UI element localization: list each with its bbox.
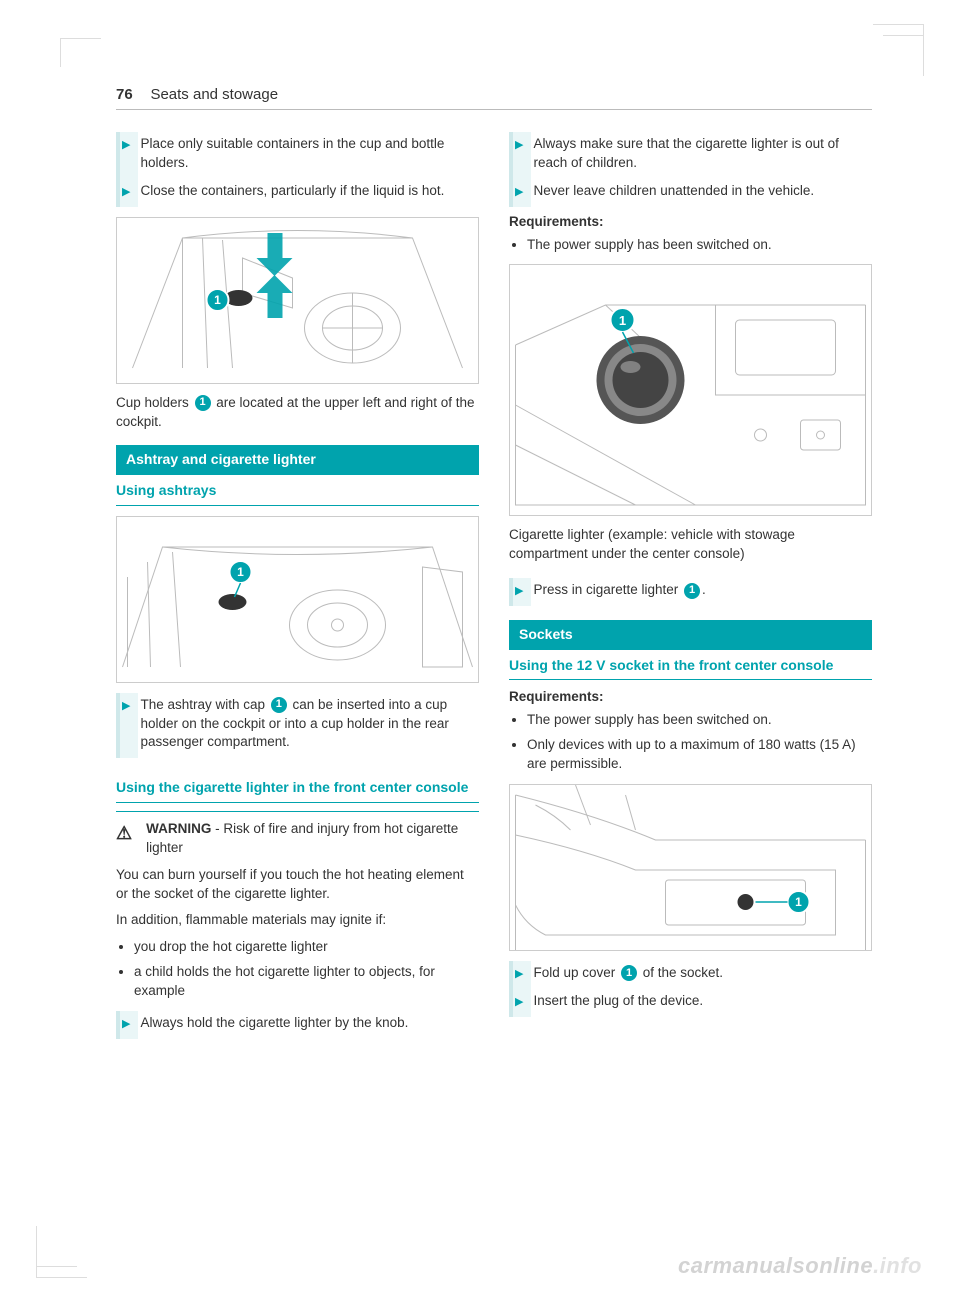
svg-text:1: 1 <box>795 895 802 909</box>
text: The ashtray with cap <box>140 697 268 712</box>
action-list: ▶ Fold up cover 1 of the socket. ▶ Inser… <box>509 961 872 1017</box>
action-text: The ashtray with cap 1 can be inserted i… <box>140 696 479 753</box>
figure-ashtray: 1 <box>116 516 479 683</box>
action-item: ▶ Place only suitable containers in the … <box>120 132 479 179</box>
section-sockets: Sockets <box>509 620 872 650</box>
action-item: ▶ Close the containers, particularly if … <box>120 179 479 207</box>
warning-bullets: you drop the hot cigarette lighter a chi… <box>116 938 479 1001</box>
corner-tr <box>873 24 924 75</box>
subsection-12v-socket: Using the 12 V socket in the front cente… <box>509 650 872 681</box>
bullet: The power supply has been switched on. <box>527 711 872 730</box>
figure-cigarette-lighter: 1 <box>509 264 872 516</box>
figure-cupholder: 1 <box>116 217 479 384</box>
watermark: carmanualsonline.info <box>678 1251 922 1282</box>
action-icon: ▶ <box>515 967 523 983</box>
warning-icon: ⚠ <box>116 821 132 858</box>
figure-socket: 1 <box>509 784 872 951</box>
page-number: 76 <box>116 86 133 103</box>
svg-text:1: 1 <box>237 565 244 579</box>
left-column: ▶ Place only suitable containers in the … <box>116 132 479 1232</box>
action-item: ▶ Insert the plug of the device. <box>513 989 872 1017</box>
requirements-label: Requirements: <box>509 213 872 232</box>
section-title: Seats and stowage <box>150 86 278 103</box>
action-text: Insert the plug of the device. <box>533 992 703 1011</box>
action-text: Place only suitable containers in the cu… <box>140 135 479 173</box>
action-list: ▶ The ashtray with cap 1 can be inserted… <box>116 693 479 759</box>
requirements-list: The power supply has been switched on. O… <box>509 711 872 774</box>
action-icon: ▶ <box>515 138 523 173</box>
action-text: Always make sure that the cigarette ligh… <box>533 135 872 173</box>
svg-text:1: 1 <box>214 293 221 307</box>
callout-1-icon: 1 <box>195 395 211 411</box>
cupholder-caption: Cup holders 1 are located at the upper l… <box>116 394 479 432</box>
section-ashtray: Ashtray and cigarette lighter <box>116 445 479 475</box>
action-text: Fold up cover 1 of the socket. <box>533 964 723 983</box>
warning-para: In addition, flammable materials may ign… <box>116 911 479 930</box>
action-icon: ▶ <box>122 699 130 753</box>
bullet: Only devices with up to a maximum of 180… <box>527 736 872 774</box>
action-list: ▶ Always make sure that the cigarette li… <box>509 132 872 207</box>
action-text: Press in cigarette lighter 1. <box>533 581 705 600</box>
text: Fold up cover <box>533 965 619 980</box>
warning-label: WARNING <box>146 821 211 836</box>
action-icon: ▶ <box>122 185 130 201</box>
warning-box: ⚠ WARNING ‑ Risk of fire and injury from… <box>116 811 479 1039</box>
action-icon: ▶ <box>515 995 523 1011</box>
action-item: ▶ The ashtray with cap 1 can be inserted… <box>120 693 479 759</box>
action-text: Never leave children unattended in the v… <box>533 182 814 201</box>
action-text: Always hold the cigarette lighter by the… <box>140 1014 408 1033</box>
action-list: ▶ Always hold the cigarette lighter by t… <box>116 1011 479 1039</box>
action-item: ▶ Fold up cover 1 of the socket. <box>513 961 872 989</box>
text: Cup holders <box>116 395 193 410</box>
watermark-suffix: .info <box>873 1253 922 1278</box>
action-icon: ▶ <box>122 138 130 173</box>
action-icon: ▶ <box>515 584 523 600</box>
action-list: ▶ Press in cigarette lighter 1. <box>509 578 872 606</box>
requirements-list: The power supply has been switched on. <box>509 236 872 255</box>
action-item: ▶ Always hold the cigarette lighter by t… <box>120 1011 479 1039</box>
subsection-using-ashtrays: Using ashtrays <box>116 475 479 506</box>
svg-text:1: 1 <box>619 313 626 328</box>
corner-bl <box>36 1227 87 1278</box>
action-item: ▶ Press in cigarette lighter 1. <box>513 578 872 606</box>
text: Press in cigarette lighter <box>533 582 682 597</box>
action-item: ▶ Always make sure that the cigarette li… <box>513 132 872 179</box>
text: . <box>702 582 706 597</box>
warning-title: WARNING ‑ Risk of fire and injury from h… <box>146 820 479 858</box>
callout-1-icon: 1 <box>684 583 700 599</box>
corner-tl <box>60 38 101 67</box>
action-icon: ▶ <box>515 185 523 201</box>
callout-1-icon: 1 <box>271 697 287 713</box>
subsection-cigarette-lighter: Using the cigarette lighter in the front… <box>116 772 479 803</box>
requirements-label: Requirements: <box>509 688 872 707</box>
action-item: ▶ Never leave children unattended in the… <box>513 179 872 207</box>
content-columns: ▶ Place only suitable containers in the … <box>116 132 872 1232</box>
page-header: 76 Seats and stowage <box>116 84 872 110</box>
warning-para: You can burn yourself if you touch the h… <box>116 866 479 904</box>
bullet: you drop the hot cigarette lighter <box>134 938 479 957</box>
bullet: a child holds the hot cigarette lighter … <box>134 963 479 1001</box>
action-list: ▶ Place only suitable containers in the … <box>116 132 479 207</box>
text: of the socket. <box>639 965 723 980</box>
action-text: Close the containers, particularly if th… <box>140 182 444 201</box>
warning-header: ⚠ WARNING ‑ Risk of fire and injury from… <box>116 820 479 858</box>
right-column: ▶ Always make sure that the cigarette li… <box>509 132 872 1232</box>
watermark-text: carmanualsonline <box>678 1253 873 1278</box>
callout-1-icon: 1 <box>621 965 637 981</box>
cigarette-caption: Cigarette lighter (example: vehicle with… <box>509 526 872 564</box>
action-icon: ▶ <box>122 1017 130 1033</box>
bullet: The power supply has been switched on. <box>527 236 872 255</box>
